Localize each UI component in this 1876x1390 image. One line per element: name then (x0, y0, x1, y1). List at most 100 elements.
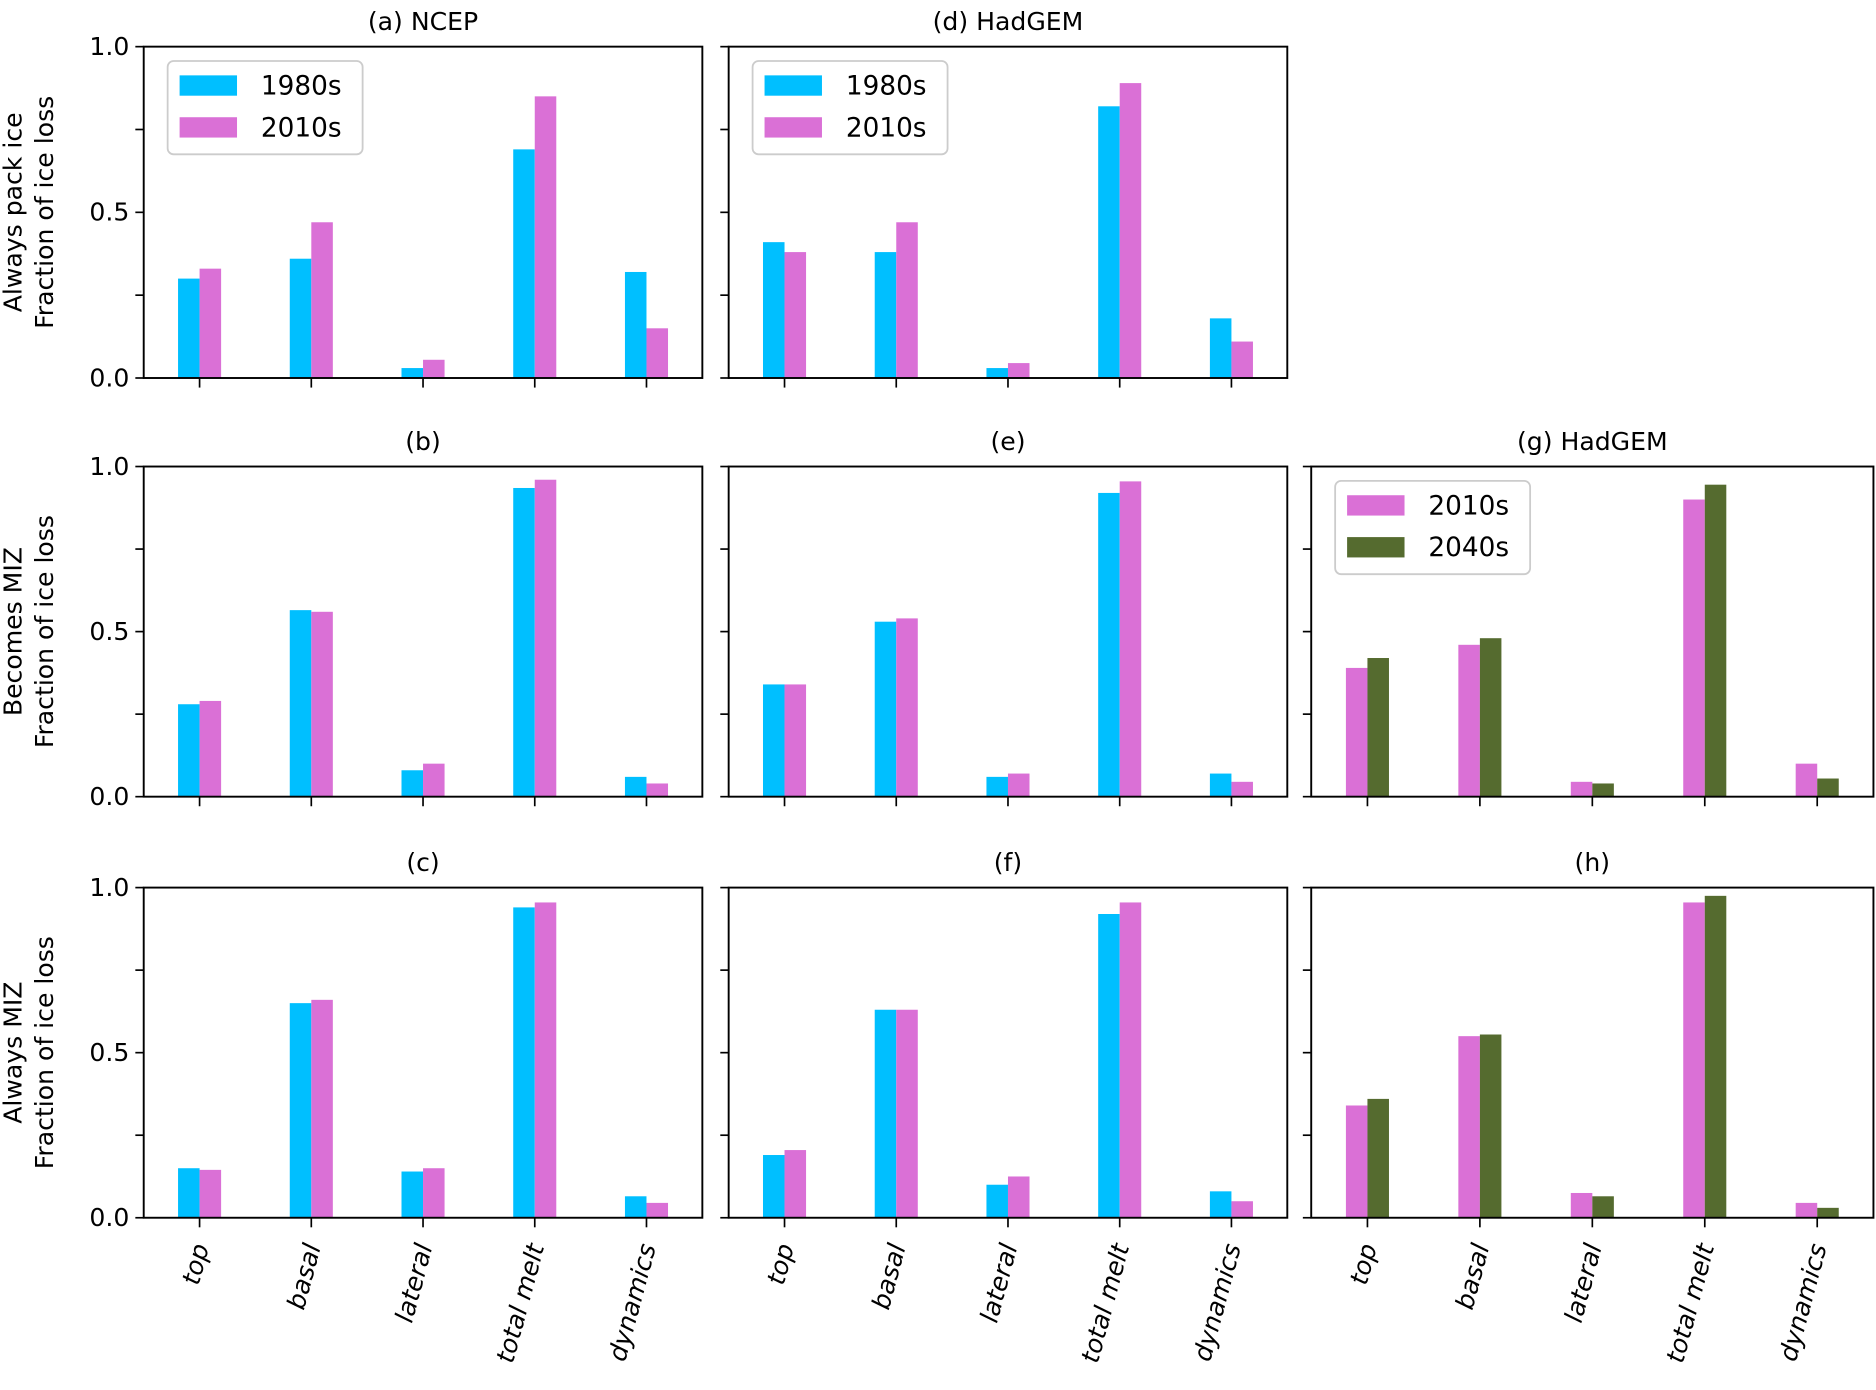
bar-1980s-basal (289, 610, 312, 797)
panel-title: (b) (405, 427, 441, 456)
bar-2010s-basal (1458, 644, 1480, 797)
y-axis-label: Fraction of ice loss (30, 96, 59, 329)
panel-ghadgem: (g) HadGEM 2010s 2040s (1302, 427, 1875, 807)
x-tick-label: lateral (390, 1240, 439, 1325)
x-tick-label: total melt (1661, 1239, 1721, 1366)
bar-2010s-top (199, 700, 222, 797)
bar-2010s-basal (311, 999, 333, 1218)
bar-2010s-lateral (423, 359, 445, 379)
bar-2010s-total-melt (1683, 499, 1705, 797)
panel-f: (f) top basal lateral total melt dynamics (720, 848, 1289, 1366)
bar-1980s-top (762, 242, 785, 379)
axes-frame (1310, 886, 1875, 1219)
panel-title: (g) HadGEM (1517, 427, 1668, 456)
bar-1980s-total-melt (513, 149, 535, 379)
bar-1980s-total-melt (513, 907, 535, 1218)
panel-c: (c) 0.0 0.5 1.0 top basal lateral total melt dyn… (89, 848, 704, 1366)
bar-1980s-lateral (401, 1171, 424, 1218)
panel-b: (b) 0.0 0.5 1.0 (89, 427, 704, 811)
bar-1980s-dynamics (624, 776, 647, 797)
x-tick-label: top (761, 1241, 800, 1288)
bar-2010s-lateral (423, 1168, 445, 1218)
axes-frame (727, 465, 1289, 798)
x-tick-label: lateral (975, 1240, 1024, 1325)
y-axis-label: Becomes MIZ (0, 547, 28, 716)
x-tick-label: dynamics (1188, 1241, 1247, 1365)
bar-2010s-lateral (1007, 773, 1030, 797)
axes-frame (142, 886, 704, 1219)
bar-2010s-dynamics (1231, 341, 1253, 379)
bar-2010s-dynamics (1231, 781, 1253, 797)
panel-title: (d) HadGEM (933, 7, 1084, 36)
x-tick-label: total melt (1075, 1239, 1135, 1366)
y-axis-label: Always pack ice (0, 112, 28, 312)
panel-title: (f) (994, 848, 1022, 877)
bar-2010s-basal (311, 222, 333, 379)
bar-1980s-dynamics (624, 1196, 647, 1218)
bar-2010s-total-melt (534, 479, 557, 797)
legend-swatch-1980s (179, 75, 238, 96)
bar-2010s-total-melt (1683, 902, 1705, 1218)
legend-swatch-2010s (764, 117, 822, 138)
bar-2010s-dynamics (646, 328, 669, 379)
legend-label: 2010s (261, 113, 342, 143)
bar-2040s-basal (1479, 638, 1502, 797)
bar-1980s-dynamics (1209, 1191, 1232, 1218)
y-axis-label: Always MIZ (0, 982, 28, 1124)
bar-1980s-top (178, 1168, 200, 1218)
legend-label: 2010s (1428, 491, 1509, 521)
legend-label: 2010s (846, 113, 927, 143)
y-tick-label: 0.5 (89, 617, 129, 646)
x-tick-label: lateral (1559, 1240, 1608, 1325)
legend-swatch-2010s (1347, 495, 1405, 516)
bar-2040s-total-melt (1704, 895, 1727, 1218)
x-tick-label: basal (281, 1240, 326, 1312)
bar-2040s-dynamics (1817, 778, 1839, 797)
legend-label: 1980s (846, 72, 927, 102)
bar-2010s-basal (896, 222, 918, 379)
bar-2010s-dynamics (1795, 1202, 1818, 1218)
y-tick-label: 0.5 (89, 1038, 129, 1067)
bar-1980s-dynamics (1209, 318, 1232, 379)
bar-2040s-lateral (1592, 1196, 1614, 1218)
bar-2010s-top (784, 684, 807, 797)
bar-2010s-top (1345, 667, 1368, 797)
x-tick-label: top (176, 1241, 215, 1288)
bar-1980s-top (178, 704, 200, 797)
panel-title: (a) NCEP (368, 7, 478, 36)
y-tick-label: 1.0 (89, 32, 129, 61)
bar-2010s-basal (1458, 1036, 1480, 1218)
y-tick-label: 0.0 (89, 363, 129, 392)
bar-2010s-basal (896, 618, 918, 797)
x-tick-label: dynamics (1773, 1241, 1832, 1365)
bar-1980s-total-melt (1098, 914, 1120, 1218)
panel-title: (h) (1575, 848, 1611, 877)
axes-frame (142, 465, 704, 798)
panel-title: (e) (990, 427, 1025, 456)
x-tick-label: dynamics (603, 1241, 662, 1365)
bar-1980s-top (762, 1155, 785, 1218)
bar-1980s-dynamics (1209, 773, 1232, 797)
bar-2010s-top (784, 1150, 807, 1218)
panel-e: (e) (720, 427, 1289, 807)
bar-1980s-basal (289, 1003, 312, 1218)
bar-1980s-total-melt (1098, 492, 1120, 797)
bar-1980s-top (178, 278, 200, 379)
y-tick-label: 0.5 (89, 198, 129, 227)
bar-2010s-lateral (1007, 363, 1030, 379)
bar-2010s-lateral (1570, 1192, 1593, 1218)
x-tick-label: total melt (490, 1239, 550, 1366)
x-tick-label: top (1344, 1241, 1383, 1288)
bar-2010s-total-melt (534, 96, 557, 379)
bar-1980s-basal (874, 252, 897, 379)
bar-2010s-total-melt (534, 902, 557, 1218)
bar-2010s-dynamics (646, 783, 669, 797)
bar-1980s-lateral (401, 770, 424, 797)
bar-1980s-total-melt (1098, 106, 1120, 379)
y-axis-label: Fraction of ice loss (30, 515, 59, 748)
bar-2010s-dynamics (646, 1202, 669, 1218)
bar-2040s-top (1367, 1098, 1389, 1218)
bar-1980s-basal (874, 621, 897, 797)
